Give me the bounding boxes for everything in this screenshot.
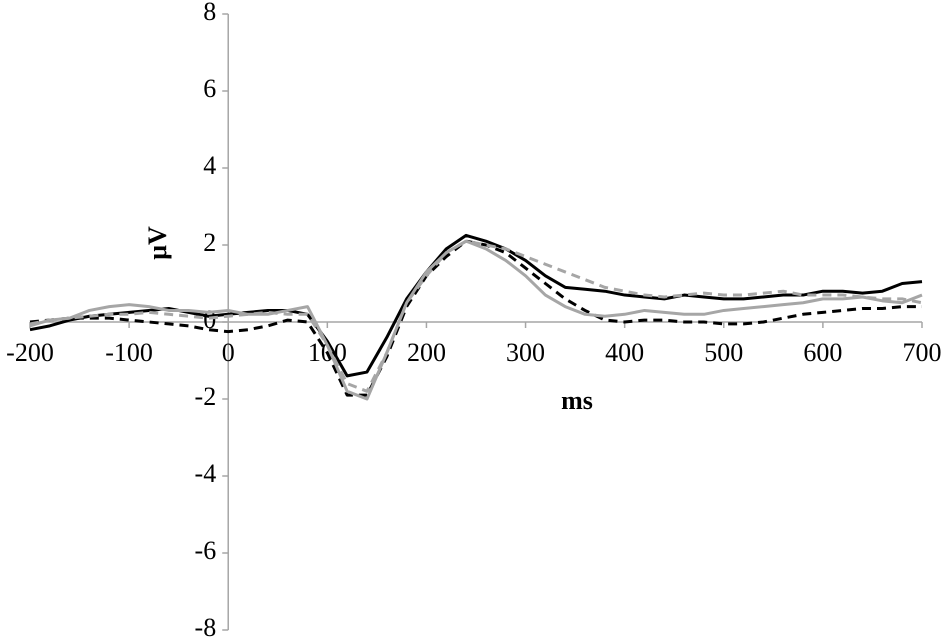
x-tick-label: 200	[407, 338, 446, 367]
x-tick-label: 400	[605, 338, 644, 367]
x-tick-label: 0	[222, 338, 235, 367]
x-tick-label: 700	[903, 338, 942, 367]
y-tick-label: -4	[195, 459, 217, 488]
y-tick-label: 2	[203, 228, 216, 257]
x-tick-label: -200	[6, 338, 54, 367]
x-tick-label: 500	[704, 338, 743, 367]
x-tick-label: -100	[105, 338, 153, 367]
y-tick-label: -6	[195, 536, 217, 565]
series-line	[29, 239, 923, 401]
series-line	[29, 239, 923, 393]
series-line	[29, 239, 922, 397]
x-tick-label: 300	[506, 338, 545, 367]
y-tick-label: 6	[203, 74, 216, 103]
y-tick-label: -2	[195, 382, 217, 411]
x-axis-title: ms	[561, 386, 593, 415]
y-axis-title: μV	[143, 226, 172, 260]
x-tick-label: 600	[803, 338, 842, 367]
y-tick-label: -8	[195, 613, 217, 642]
y-tick-label: 8	[203, 0, 216, 26]
y-tick-label: 4	[203, 151, 216, 180]
